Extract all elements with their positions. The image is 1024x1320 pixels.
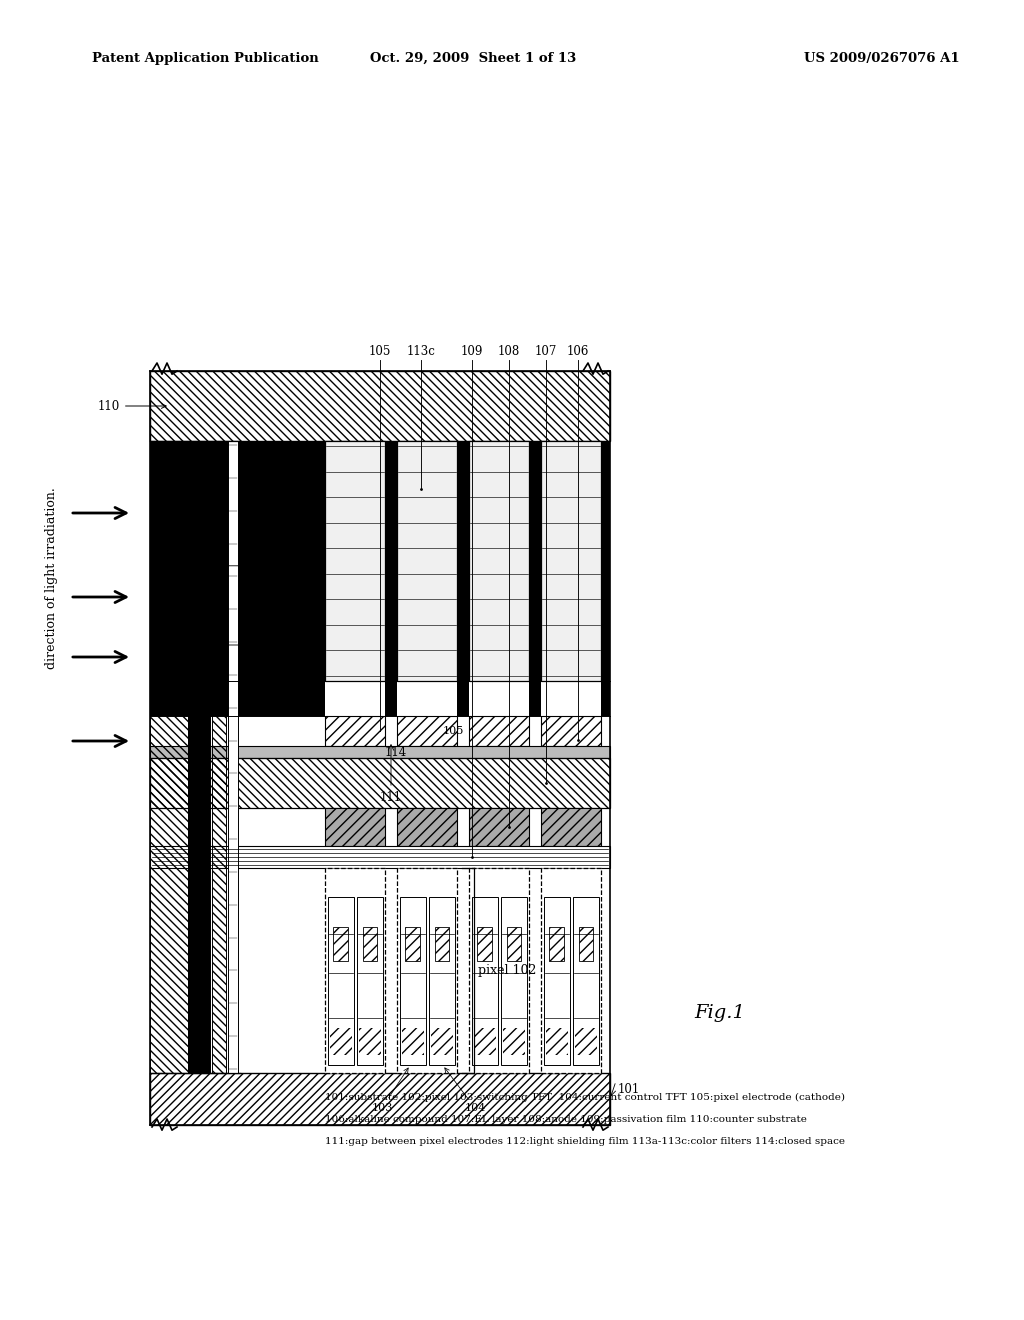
Bar <box>541 869 601 1073</box>
Text: Patent Application Publication: Patent Application Publication <box>92 51 318 65</box>
Bar <box>150 441 188 1073</box>
Bar <box>546 1028 568 1055</box>
Bar <box>575 1028 597 1055</box>
Text: 113c: 113c <box>407 345 436 358</box>
Text: US 2009/0267076 A1: US 2009/0267076 A1 <box>805 51 961 65</box>
Bar <box>502 896 527 1065</box>
Bar <box>469 715 529 746</box>
Text: pixel 102: pixel 102 <box>478 964 537 977</box>
Bar <box>429 896 456 1065</box>
Text: 113b: 113b <box>251 560 281 573</box>
Bar <box>477 927 492 961</box>
Bar <box>469 869 529 1073</box>
Bar <box>150 681 325 715</box>
Bar <box>325 715 385 746</box>
Text: 107: 107 <box>535 345 557 358</box>
Bar <box>504 1028 525 1055</box>
Bar <box>529 681 541 715</box>
Bar <box>431 1028 454 1055</box>
Bar <box>325 808 385 846</box>
Text: Oct. 29, 2009  Sheet 1 of 13: Oct. 29, 2009 Sheet 1 of 13 <box>370 51 577 65</box>
Bar <box>469 808 529 846</box>
Text: 110: 110 <box>97 400 166 412</box>
Text: 106: 106 <box>566 345 589 358</box>
Bar <box>549 927 564 961</box>
Bar <box>397 441 457 681</box>
Bar <box>507 927 521 961</box>
Bar <box>400 896 426 1065</box>
Bar <box>385 681 397 715</box>
Bar <box>601 441 610 681</box>
Text: 113a: 113a <box>251 639 281 652</box>
Text: 103: 103 <box>372 1068 409 1113</box>
Bar <box>541 808 601 846</box>
Bar <box>385 441 397 681</box>
Text: direction of light irradiation.: direction of light irradiation. <box>45 487 58 669</box>
Bar <box>541 441 601 681</box>
Bar <box>434 927 449 961</box>
Text: Fig.1: Fig.1 <box>694 1005 745 1022</box>
Bar <box>573 896 599 1065</box>
Text: 111: 111 <box>380 791 402 804</box>
Bar <box>359 1028 381 1055</box>
Bar <box>397 715 457 746</box>
Bar <box>333 927 348 961</box>
Bar <box>406 927 420 961</box>
Text: 104: 104 <box>444 1068 485 1113</box>
Text: 109: 109 <box>461 345 483 358</box>
Bar <box>541 715 601 746</box>
Bar <box>228 441 238 1073</box>
Bar <box>457 681 469 715</box>
Bar <box>474 1028 497 1055</box>
Text: 106:alkaline compound 107:EL layer 108:anode 109:passivation film 110:counter su: 106:alkaline compound 107:EL layer 108:a… <box>325 1115 807 1125</box>
Text: 112: 112 <box>188 705 210 770</box>
Bar <box>150 1073 610 1125</box>
Bar <box>330 1028 352 1055</box>
Text: 105: 105 <box>369 345 391 358</box>
Bar <box>579 927 593 961</box>
Text: 101:substrate 102:pixel 103:switching TFT  104:current control TFT 105:pixel ele: 101:substrate 102:pixel 103:switching TF… <box>325 1093 845 1102</box>
Bar <box>529 441 541 681</box>
Text: 105: 105 <box>442 726 464 737</box>
Bar <box>397 808 457 846</box>
Bar <box>150 758 610 808</box>
Bar <box>150 746 610 758</box>
Bar <box>188 441 210 1073</box>
Bar <box>325 441 385 681</box>
Text: 108: 108 <box>498 345 520 358</box>
Bar <box>150 371 610 441</box>
Bar <box>469 441 529 681</box>
Bar <box>601 681 610 715</box>
Text: 101: 101 <box>618 1082 640 1096</box>
Bar <box>325 869 385 1073</box>
Bar <box>357 896 383 1065</box>
Bar <box>150 846 610 869</box>
Text: 114: 114 <box>385 746 408 759</box>
Bar <box>328 896 354 1065</box>
Bar <box>472 896 499 1065</box>
Bar <box>544 896 570 1065</box>
Bar <box>362 927 377 961</box>
Bar <box>402 1028 424 1055</box>
Bar <box>212 441 226 1073</box>
Text: 111:gap between pixel electrodes 112:light shielding film 113a-113c:color filter: 111:gap between pixel electrodes 112:lig… <box>325 1137 845 1146</box>
Bar <box>457 441 469 681</box>
Bar <box>397 869 457 1073</box>
Bar <box>150 441 325 681</box>
